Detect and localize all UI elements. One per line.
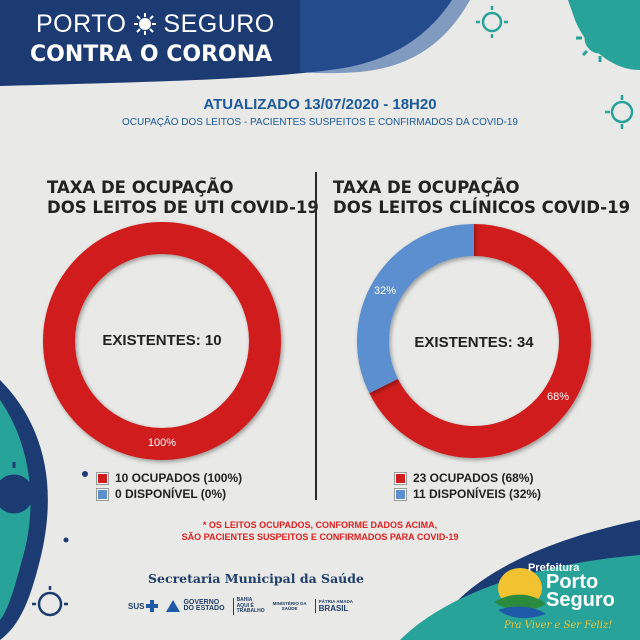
occupied-swatch — [395, 472, 406, 484]
bahia-logo: BAHIA AQUI É TRABALHO — [232, 597, 265, 615]
footnote: * OS LEITOS OCUPADOS, CONFORME DADOS ACI… — [0, 519, 640, 543]
brand-title: PORTO SEGURO — [36, 10, 275, 39]
legend-label: 11 DISPONÍVEIS (32%) — [413, 487, 542, 501]
brasil-logo: PÁTRIA AMADA BRASIL — [314, 599, 354, 614]
footnote-line1: * OS LEITOS OCUPADOS, CONFORME DADOS ACI… — [202, 520, 438, 530]
virus-icon — [476, 6, 508, 38]
virus-icon — [605, 95, 634, 129]
legend-label: 23 OCUPADOS (68%) — [413, 471, 534, 485]
update-timestamp: ATUALIZADO 13/07/2020 - 18H20 — [203, 96, 437, 113]
prefeitura-name-line2: Seguro — [546, 589, 615, 611]
report-subtitle: OCUPAÇÃO DOS LEITOS - PACIENTES SUSPEITO… — [121, 117, 518, 128]
secretaria-label: Secretaria Municipal da Saúde — [148, 571, 364, 586]
clinical-chart-title: TAXA DE OCUPAÇÃO DOS LEITOS CLÍNICOS COV… — [333, 178, 630, 218]
governo-text-line2: DO ESTADO — [183, 605, 225, 613]
brasil-text: BRASIL — [318, 604, 349, 614]
brand-word-right: SEGURO — [163, 10, 275, 38]
cross-icon — [146, 600, 159, 613]
clinical-title-line2: DOS LEITOS CLÍNICOS COVID-19 — [333, 198, 631, 217]
governo-text: GOVERNO DO ESTADO — [183, 599, 225, 613]
header-band-accent — [300, 0, 470, 74]
ministerio-logo: MINISTÉRIO DA SAÚDE — [273, 601, 307, 611]
legend-item-available: 0 DISPONÍVEL (0%) — [97, 486, 242, 502]
bahia-text-line2: AQUI É — [236, 602, 254, 609]
leaf-icon — [494, 594, 546, 611]
occupied-swatch — [97, 472, 108, 484]
bahia-text-line3: TRABALHO — [236, 608, 265, 614]
legend-label: 0 DISPONÍVEL (0%) — [115, 487, 227, 501]
prefeitura-logo: Prefeitura Porto Seguro Pra Viver e Ser … — [484, 532, 640, 640]
available-swatch — [395, 488, 406, 500]
uti-title-line2: DOS LEITOS DE UTI COVID-19 — [47, 198, 319, 217]
legend-label: 10 OCUPADOS (100%) — [115, 471, 243, 485]
virus-icon — [32, 586, 68, 617]
virus-icon — [0, 462, 46, 518]
governo-text-line1: GOVERNO — [183, 599, 220, 607]
uti-chart-title: TAXA DE OCUPAÇÃO DOS LEITOS DE UTI COVID… — [47, 178, 319, 218]
brand-subtitle: CONTRA O CORONA — [30, 42, 273, 67]
prefeitura-slogan: Pra Viver e Ser Feliz! — [504, 620, 613, 631]
legend-item-available: 11 DISPONÍVEIS (32%) — [395, 486, 541, 502]
legend-item-occupied: 23 OCUPADOS (68%) — [395, 470, 541, 486]
ministerio-text-line1: MINISTÉRIO DA — [272, 601, 307, 607]
ministerio-text-line2: SAÚDE — [281, 606, 298, 612]
legend-item-occupied: 10 OCUPADOS (100%) — [97, 470, 242, 486]
governo-logo: GOVERNO DO ESTADO — [166, 599, 225, 613]
patria-text: PÁTRIA AMADA — [318, 599, 354, 605]
uti-title-line1: TAXA DE OCUPAÇÃO — [47, 178, 234, 197]
prefeitura-label: Prefeitura — [528, 562, 580, 574]
footnote-line2: SÃO PACIENTES SUSPEITOS E CONFIRMADOS PA… — [181, 532, 459, 542]
prefeitura-name-line1: Porto — [546, 571, 599, 593]
brand-word-left: PORTO — [36, 10, 127, 38]
column-divider — [315, 172, 317, 500]
uti-legend: 10 OCUPADOS (100%) 0 DISPONÍVEL (0%) — [97, 470, 242, 502]
corona-icon — [133, 13, 156, 35]
triangle-icon — [166, 600, 181, 613]
virus-icon — [576, 14, 624, 62]
partner-logos: SUS GOVERNO DO ESTADO BAHIA AQUI É TRABA… — [128, 597, 354, 615]
wave-icon — [498, 606, 546, 619]
bahia-text-line1: BAHIA — [236, 597, 253, 603]
available-swatch — [97, 488, 108, 500]
sus-text: SUS — [128, 601, 145, 611]
prefeitura-emblem — [494, 568, 546, 619]
clinical-title-line1: TAXA DE OCUPAÇÃO — [333, 178, 520, 197]
clinical-legend: 23 OCUPADOS (68%) 11 DISPONÍVEIS (32%) — [395, 470, 541, 502]
sus-logo: SUS — [128, 600, 159, 613]
